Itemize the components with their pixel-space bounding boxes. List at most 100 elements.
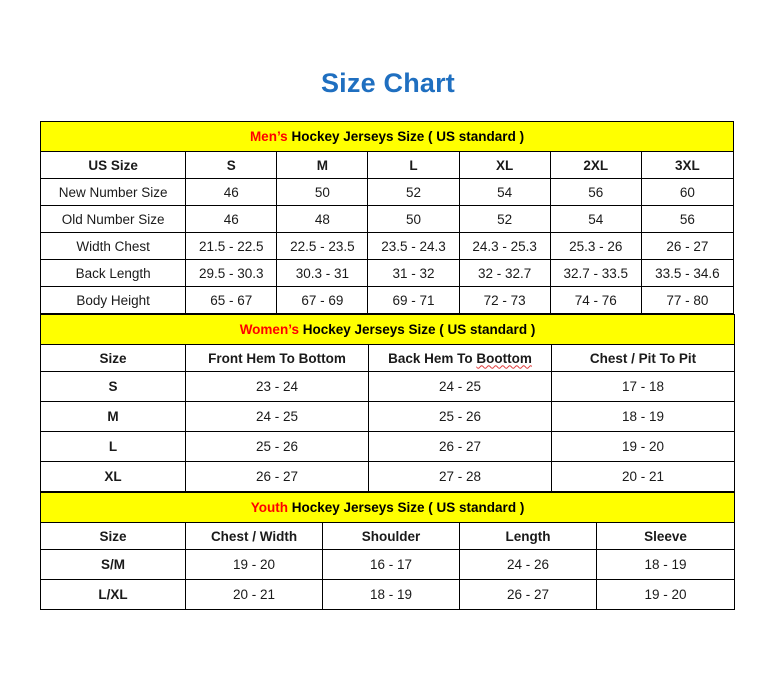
table-cell: 30.3 - 31 bbox=[276, 259, 369, 287]
table-row: Body Height 65 - 67 67 - 69 69 - 71 72 -… bbox=[39, 286, 735, 314]
mens-col-header: L bbox=[367, 151, 460, 179]
table-cell: 24.3 - 25.3 bbox=[458, 232, 551, 260]
table-cell: 18 - 19 bbox=[551, 401, 735, 432]
row-label: S/M bbox=[40, 549, 186, 580]
table-row: L/XL 20 - 21 18 - 19 26 - 27 19 - 20 bbox=[40, 579, 736, 610]
table-cell: 26 - 27 bbox=[368, 431, 552, 462]
mens-col-header: XL bbox=[458, 151, 551, 179]
table-cell: 20 - 21 bbox=[185, 579, 323, 610]
womens-band-accent: Women’s bbox=[239, 322, 299, 337]
table-cell: 29.5 - 30.3 bbox=[185, 259, 278, 287]
table-cell: 32 - 32.7 bbox=[458, 259, 551, 287]
table-cell: 19 - 20 bbox=[551, 431, 735, 462]
row-label: Old Number Size bbox=[39, 205, 187, 233]
table-cell: 52 bbox=[458, 205, 551, 233]
table-cell: 50 bbox=[367, 205, 460, 233]
table-cell: 48 bbox=[276, 205, 369, 233]
table-row: Width Chest 21.5 - 22.5 22.5 - 23.5 23.5… bbox=[39, 232, 735, 260]
table-cell: 27 - 28 bbox=[368, 461, 552, 492]
table-cell: 22.5 - 23.5 bbox=[276, 232, 369, 260]
table-cell: 65 - 67 bbox=[185, 286, 278, 314]
mens-band-accent: Men’s bbox=[249, 129, 288, 144]
womens-col-header: Size bbox=[40, 344, 186, 372]
table-cell: 18 - 19 bbox=[595, 549, 736, 580]
mens-col-header: 2XL bbox=[549, 151, 642, 179]
table-cell: 67 - 69 bbox=[276, 286, 369, 314]
youth-size-table: Youth Hockey Jerseys Size ( US standard … bbox=[39, 492, 736, 610]
spellcheck-underline: Boottom bbox=[476, 350, 532, 366]
womens-section-band: Women’s Hockey Jerseys Size ( US standar… bbox=[40, 314, 735, 345]
youth-column-header-row: Size Chest / Width Shoulder Length Sleev… bbox=[40, 522, 736, 550]
womens-column-header-row: Size Front Hem To Bottom Back Hem To Boo… bbox=[40, 344, 735, 372]
table-row: S 23 - 24 24 - 25 17 - 18 bbox=[40, 371, 735, 402]
youth-section-band-row: Youth Hockey Jerseys Size ( US standard … bbox=[39, 492, 736, 523]
table-cell: 24 - 25 bbox=[185, 401, 369, 432]
mens-size-table: Men’s Hockey Jerseys Size ( US standard … bbox=[39, 121, 735, 314]
youth-band-rest: Hockey Jerseys Size ( US standard ) bbox=[287, 500, 525, 515]
table-cell: 54 bbox=[458, 178, 551, 206]
table-cell: 32.7 - 33.5 bbox=[549, 259, 642, 287]
table-cell: 24 - 26 bbox=[459, 549, 597, 580]
mens-section-band-row: Men’s Hockey Jerseys Size ( US standard … bbox=[40, 121, 734, 152]
mens-section-band: Men’s Hockey Jerseys Size ( US standard … bbox=[40, 121, 734, 152]
table-cell: 25 - 26 bbox=[368, 401, 552, 432]
table-cell: 31 - 32 bbox=[367, 259, 460, 287]
table-cell: 46 bbox=[185, 178, 278, 206]
mens-col-header: S bbox=[185, 151, 278, 179]
table-cell: 74 - 76 bbox=[549, 286, 642, 314]
table-cell: 33.5 - 34.6 bbox=[640, 259, 735, 287]
row-label: M bbox=[40, 401, 186, 432]
youth-col-header: Size bbox=[40, 522, 186, 550]
table-cell: 26 - 27 bbox=[185, 461, 369, 492]
youth-col-header: Length bbox=[459, 522, 597, 550]
row-label: Width Chest bbox=[39, 232, 187, 260]
table-cell: 26 - 27 bbox=[459, 579, 597, 610]
youth-col-header: Chest / Width bbox=[185, 522, 323, 550]
youth-band-accent: Youth bbox=[250, 500, 288, 515]
table-cell: 50 bbox=[276, 178, 369, 206]
mens-col-header: 3XL bbox=[640, 151, 735, 179]
table-cell: 19 - 20 bbox=[595, 579, 736, 610]
mens-band-rest: Hockey Jerseys Size ( US standard ) bbox=[287, 129, 525, 144]
table-row: L 25 - 26 26 - 27 19 - 20 bbox=[40, 431, 735, 462]
table-cell: 16 - 17 bbox=[322, 549, 460, 580]
mens-col-header: M bbox=[276, 151, 369, 179]
womens-col-header-misspelled: Back Hem To Boottom bbox=[368, 344, 552, 372]
table-cell: 23.5 - 24.3 bbox=[367, 232, 460, 260]
table-cell: 24 - 25 bbox=[368, 371, 552, 402]
womens-col-header: Chest / Pit To Pit bbox=[551, 344, 735, 372]
table-row: M 24 - 25 25 - 26 18 - 19 bbox=[40, 401, 735, 432]
youth-section-band: Youth Hockey Jerseys Size ( US standard … bbox=[39, 492, 736, 523]
table-cell: 77 - 80 bbox=[640, 286, 735, 314]
table-cell: 69 - 71 bbox=[367, 286, 460, 314]
womens-section-band-row: Women’s Hockey Jerseys Size ( US standar… bbox=[40, 314, 735, 345]
row-label: S bbox=[40, 371, 186, 402]
mens-column-header-row: US Size S M L XL 2XL 3XL bbox=[39, 151, 735, 179]
table-cell: 54 bbox=[549, 205, 642, 233]
table-cell: 20 - 21 bbox=[551, 461, 735, 492]
table-row: S/M 19 - 20 16 - 17 24 - 26 18 - 19 bbox=[40, 549, 736, 580]
row-label: Back Length bbox=[39, 259, 187, 287]
mens-col-header: US Size bbox=[39, 151, 187, 179]
row-label: L bbox=[40, 431, 186, 462]
table-cell: 52 bbox=[367, 178, 460, 206]
table-cell: 25 - 26 bbox=[185, 431, 369, 462]
table-cell: 17 - 18 bbox=[551, 371, 735, 402]
womens-col-header: Front Hem To Bottom bbox=[185, 344, 369, 372]
size-tables-container: Men’s Hockey Jerseys Size ( US standard … bbox=[39, 121, 736, 610]
table-row: Old Number Size 46 48 50 52 54 56 bbox=[39, 205, 735, 233]
row-label: New Number Size bbox=[39, 178, 187, 206]
youth-col-header: Shoulder bbox=[322, 522, 460, 550]
table-row: New Number Size 46 50 52 54 56 60 bbox=[39, 178, 735, 206]
table-cell: 18 - 19 bbox=[322, 579, 460, 610]
table-cell: 23 - 24 bbox=[185, 371, 369, 402]
table-cell: 25.3 - 26 bbox=[549, 232, 642, 260]
table-cell: 46 bbox=[185, 205, 278, 233]
page-title: Size Chart bbox=[320, 68, 456, 98]
table-cell: 56 bbox=[640, 205, 735, 233]
table-cell: 60 bbox=[640, 178, 735, 206]
table-row: Back Length 29.5 - 30.3 30.3 - 31 31 - 3… bbox=[39, 259, 735, 287]
table-cell: 56 bbox=[549, 178, 642, 206]
table-row: XL 26 - 27 27 - 28 20 - 21 bbox=[40, 461, 735, 492]
